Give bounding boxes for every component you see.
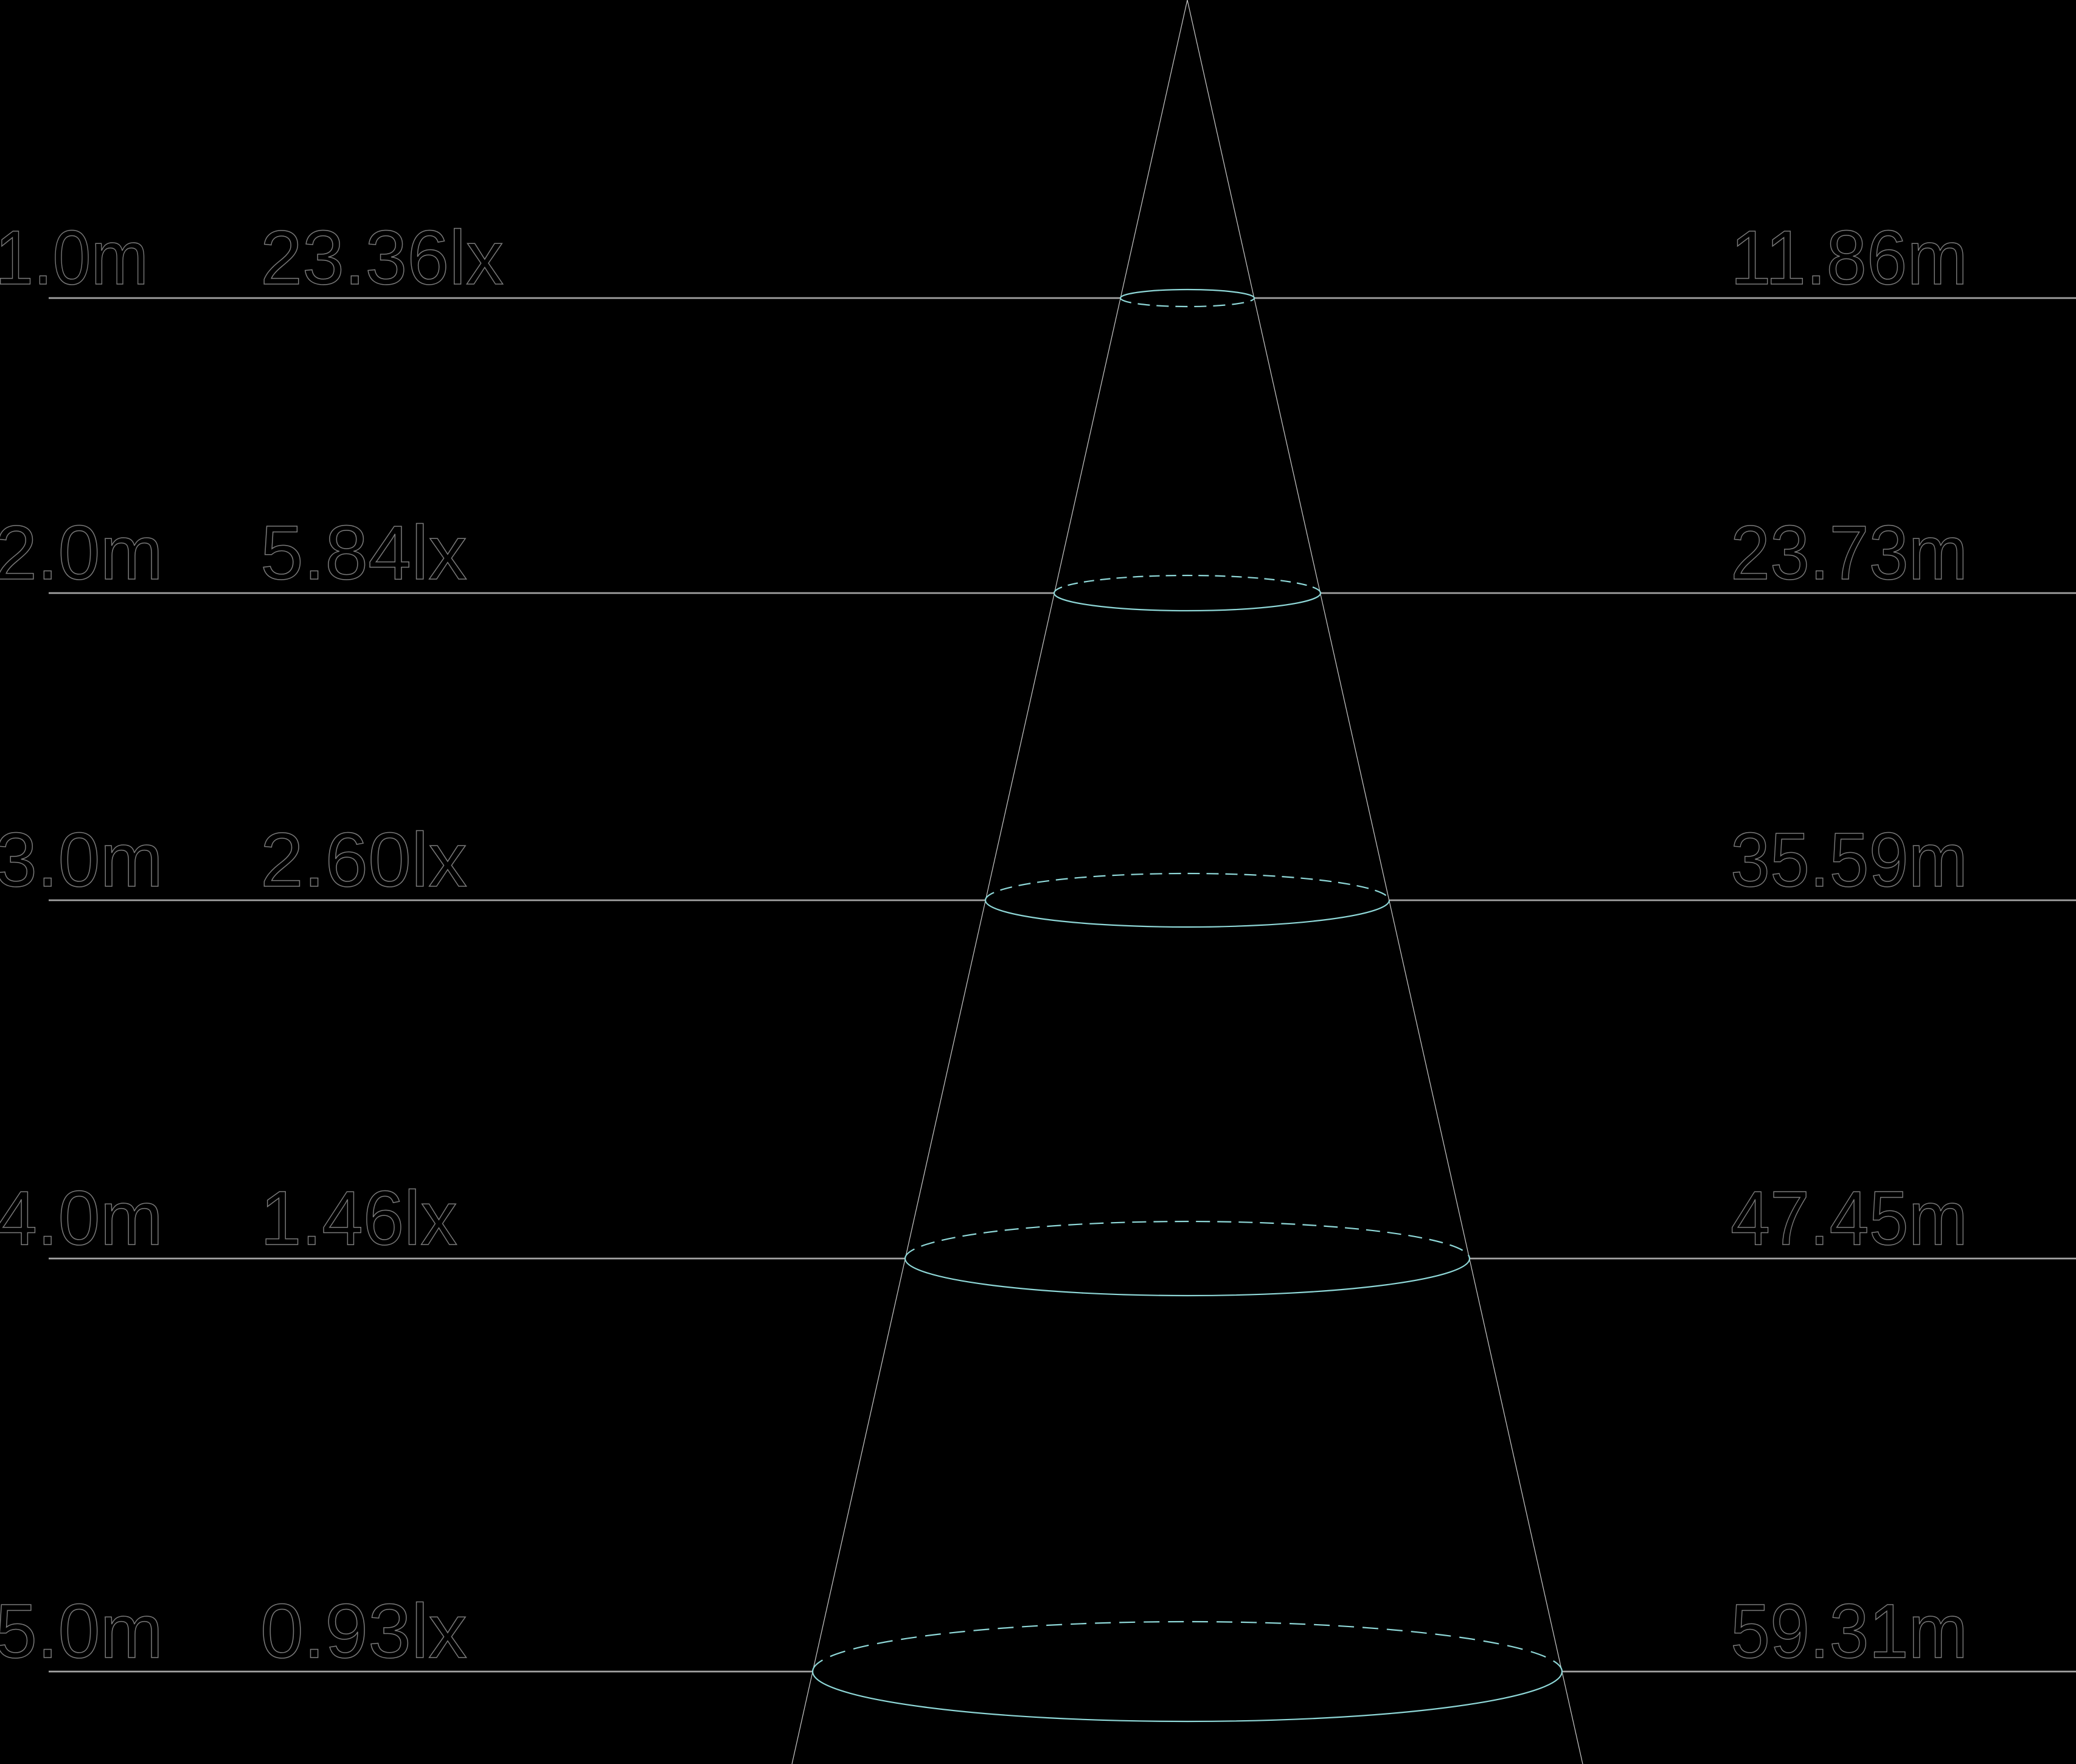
beam-ellipse-3-bottom [984,900,1390,928]
beam-ellipse-4-top [904,1220,1471,1259]
cone-edge-left [791,0,1188,1764]
beam-ellipse-1-bottom [1119,297,1255,308]
beam-ellipse-2-top [1053,574,1322,594]
illuminance-label-5: 0.93lx [260,1588,467,1674]
distance-label-3: 3.0m [0,817,163,903]
diameter-label-4: 47.45m [1731,1175,1968,1261]
illuminance-label-4: 1.46lx [260,1175,457,1261]
cone-edge-right [1187,0,1583,1764]
beam-ellipse-4-bottom [904,1258,1471,1297]
diameter-label-5: 59.31m [1731,1588,1968,1674]
beam-ellipse-5-bottom [811,1671,1563,1723]
illuminance-label-1: 23.36lx [260,215,504,300]
beam-ellipse-3-top [984,872,1390,901]
beam-ellipse-1-top [1119,288,1255,299]
distance-label-1: 1.0m [0,215,148,300]
beam-ellipse-2-bottom [1053,592,1322,612]
diameter-label-1: 11.86m [1731,215,1968,300]
illuminance-label-3: 2.60lx [260,817,467,903]
labels: 1.0m 23.36lx 11.86m 2.0m 5.84lx 23.73m 3… [0,214,1968,1675]
illuminance-label-2: 5.84lx [260,510,467,596]
beam-ellipse-5-top [811,1620,1563,1672]
distance-label-4: 4.0m [0,1175,163,1261]
beam-cone-outline [791,0,1583,1764]
diameter-label-2: 23.73m [1731,510,1968,596]
distance-label-2: 2.0m [0,510,163,596]
distance-label-5: 5.0m [0,1588,163,1674]
level-lines [49,297,2076,1673]
beam-ellipses [811,288,1563,1723]
diameter-label-3: 35.59m [1731,817,1968,903]
